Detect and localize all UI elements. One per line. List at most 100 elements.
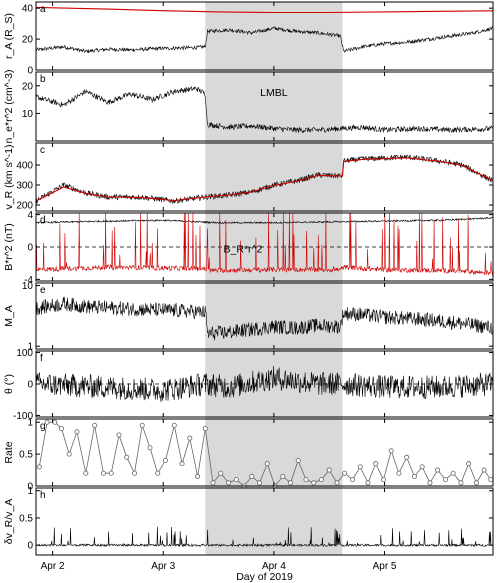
rate-point	[162, 457, 168, 463]
y-tick-label: 4	[27, 210, 33, 221]
rate-point	[411, 473, 417, 479]
rate-point	[264, 461, 270, 467]
panel-letter: d	[40, 215, 46, 226]
panel-d	[35, 212, 494, 282]
y-tick-label: 0	[27, 482, 33, 493]
panel-frame	[35, 142, 494, 212]
x-tick-label: Apr 2	[41, 561, 65, 572]
rate-point	[249, 473, 255, 479]
rate-point	[108, 470, 114, 476]
rate-point	[334, 480, 340, 486]
rate-point	[171, 422, 177, 428]
y-axis-label: v_R (km s^-1)	[3, 144, 15, 209]
br-annotation: B_R*r^2	[224, 244, 263, 256]
panel-b	[35, 71, 494, 142]
rate-point	[419, 464, 425, 470]
y-tick-label: 300	[16, 181, 33, 192]
rate-point	[427, 480, 433, 486]
y-axis-label: Rate	[3, 441, 15, 463]
panel-letter: f	[40, 353, 43, 364]
panel-c	[35, 142, 494, 212]
y-axis-label: M_A	[3, 305, 15, 327]
rate-point	[318, 477, 324, 483]
panel-frame	[35, 418, 494, 487]
y-tick-label: 0	[27, 380, 33, 391]
series-c-0	[35, 154, 494, 204]
rate-point	[488, 477, 494, 483]
series-e-0	[35, 296, 494, 341]
rate-point	[311, 480, 317, 486]
panel-letter: b	[40, 74, 46, 85]
y-tick-label: 0	[27, 66, 33, 77]
panel-e	[35, 282, 494, 350]
rate-point	[257, 480, 263, 486]
rate-point	[303, 477, 309, 483]
rate-point	[36, 464, 42, 470]
rate-point	[124, 454, 130, 460]
rate-point	[473, 480, 479, 486]
y-axis-label: n_e*r^2 (cm^-3)	[3, 69, 15, 143]
y-axis-label: θ (°)	[3, 374, 15, 394]
rate-point	[147, 445, 153, 451]
y-tick-label: 10	[22, 109, 34, 120]
panel-letter: c	[40, 145, 45, 156]
rate-point	[195, 473, 201, 479]
panel-frame	[35, 487, 494, 556]
rate-point	[155, 470, 161, 476]
panel-frame	[35, 1, 494, 71]
series-h-0	[35, 526, 494, 548]
x-tick-label: Apr 5	[373, 561, 397, 572]
rate-point	[179, 461, 185, 467]
lmbl-label: LMBL	[260, 87, 288, 99]
rate-point	[52, 419, 58, 425]
panel-letter: e	[40, 285, 46, 296]
rate-point	[466, 461, 472, 467]
panel-letter: g	[40, 421, 46, 432]
rate-point	[288, 480, 294, 486]
rate-point	[380, 477, 386, 483]
rate-point	[404, 454, 410, 460]
panel-frame	[35, 282, 494, 350]
y-tick-label: 10	[22, 281, 34, 292]
y-tick-label: 40	[22, 4, 34, 15]
rate-point	[92, 422, 98, 428]
rate-point	[373, 461, 379, 467]
rate-point	[388, 448, 394, 454]
rate-point	[83, 470, 89, 476]
rate-point	[100, 470, 106, 476]
series-d-0	[35, 216, 494, 225]
y-tick-label: 400	[16, 161, 33, 172]
y-tick-label: 1	[27, 418, 33, 429]
panel-h	[35, 487, 494, 556]
panel-a	[35, 1, 494, 71]
y-tick-label: 100	[16, 348, 33, 359]
rate-point	[280, 473, 286, 479]
x-tick-label: Apr 4	[262, 561, 286, 572]
rate-point	[66, 451, 72, 457]
series-f-0	[35, 365, 494, 402]
rate-point	[481, 467, 487, 473]
series-b-0	[35, 85, 494, 134]
series-a-0	[35, 6, 494, 14]
series-d-1	[35, 212, 494, 277]
rate-point	[44, 419, 50, 425]
panel-f	[35, 350, 494, 418]
y-axis-label: r_A (R_S)	[3, 13, 15, 59]
y-tick-label: 1	[27, 342, 33, 353]
rate-point	[139, 422, 145, 428]
y-tick-label: 0	[27, 541, 33, 552]
x-tick-label: Apr 3	[151, 561, 175, 572]
rate-point	[187, 435, 193, 441]
panel-letter: a	[40, 4, 46, 15]
rate-point	[58, 426, 64, 432]
rate-point	[326, 467, 332, 473]
rate-point	[233, 477, 239, 483]
rate-point	[357, 464, 363, 470]
y-tick-label: 20	[22, 81, 34, 92]
series-a-1	[35, 26, 494, 54]
rate-point	[342, 470, 348, 476]
y-tick-label: 20	[22, 35, 34, 46]
rate-point	[116, 432, 122, 438]
y-tick-label: -100	[13, 411, 33, 422]
